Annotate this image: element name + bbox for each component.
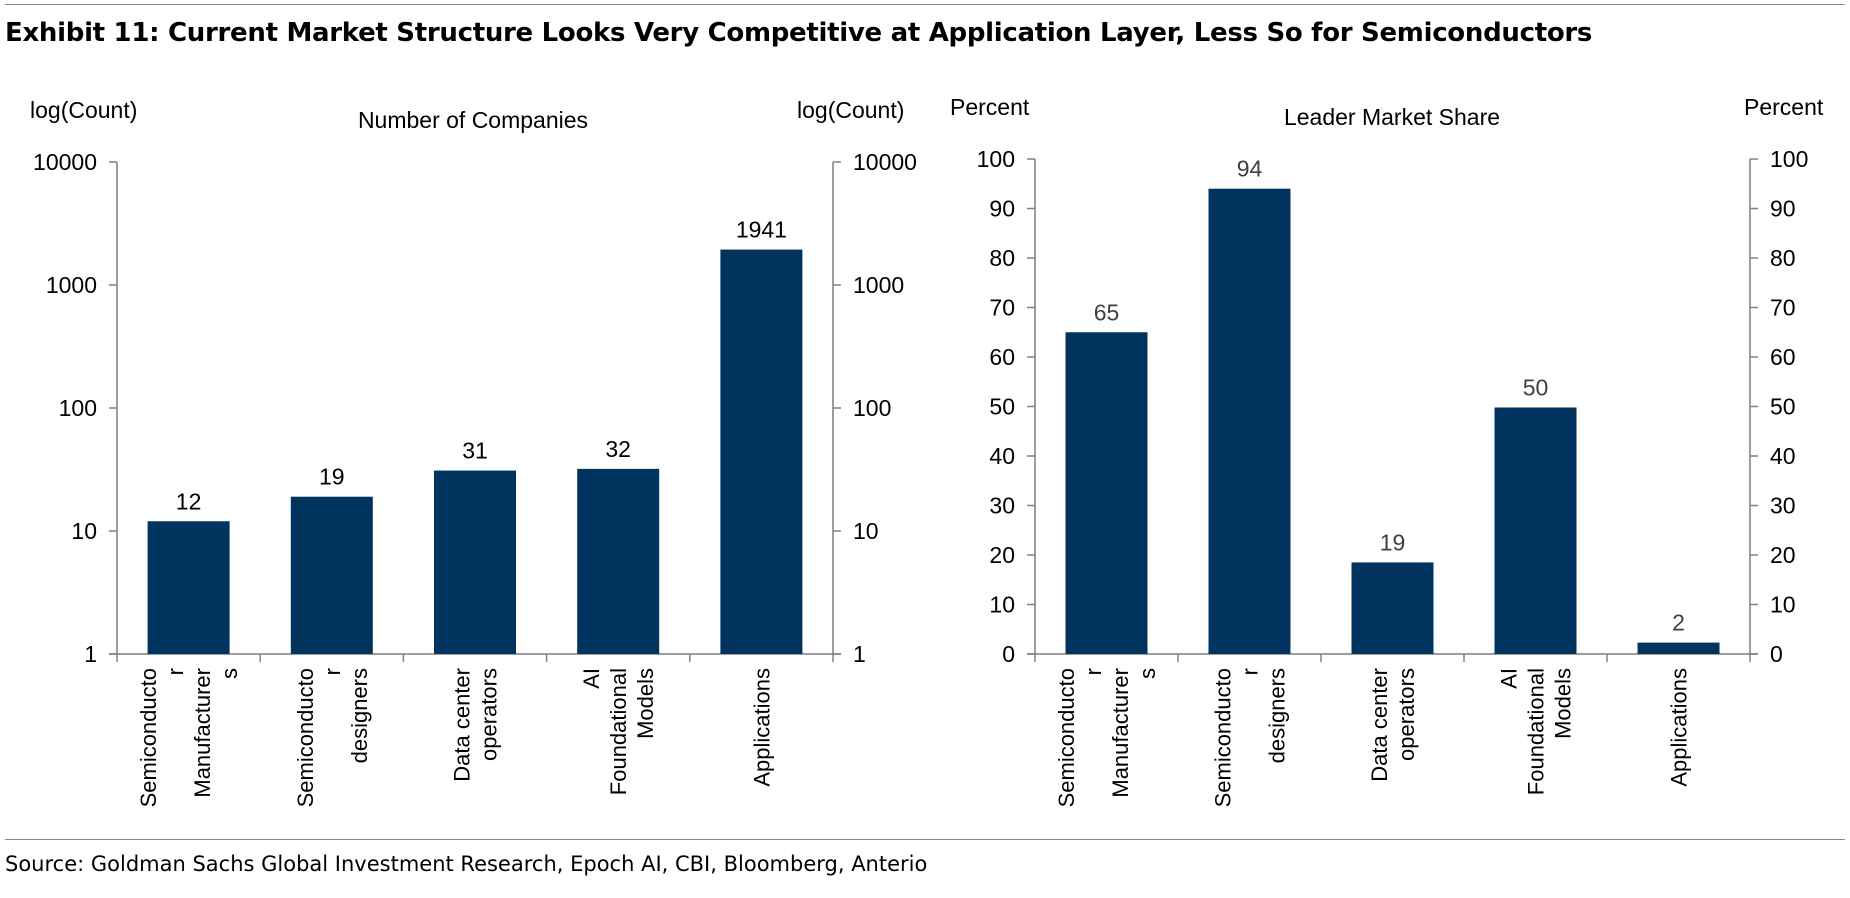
chart-1-y-tick-label-left: 0 [1002,641,1015,667]
chart-0-data-label: 31 [462,438,488,464]
category-label-line: Foundational [606,668,631,795]
chart-1-y-tick-label-right: 70 [1770,295,1796,321]
chart-1-bar [1065,332,1148,654]
chart-1-data-label: 2 [1672,610,1685,636]
chart-0-y-tick-label-left: 10 [71,518,97,544]
chart-1-y-tick-label-left: 90 [989,196,1015,222]
category-label-line: designers [1265,668,1290,763]
category-label-line: Models [1551,668,1576,739]
category-label-line: Semiconducto [293,668,318,807]
chart-0-bar [720,249,803,654]
top-rule [5,4,1845,5]
chart-0-title: Number of Companies [358,107,588,133]
category-label-line: Manufacturer [190,668,215,798]
category-label-line: Models [633,668,658,739]
chart-0-data-label: 19 [319,464,345,490]
chart-1-y-tick-label-right: 50 [1770,394,1796,420]
chart-1-y-tick-label-left: 60 [989,344,1015,370]
chart-0-category-label: Applications [749,668,774,787]
category-label-line: Data center [1367,668,1392,782]
chart-0-category-label: Semiconductordesigners [293,668,372,807]
chart-1-bar [1494,407,1577,654]
chart-0-y-tick-label-left: 10000 [33,149,97,175]
chart-0-y-tick-label-right: 10 [853,518,879,544]
chart-0-category-label: Data centeroperators [450,668,502,782]
category-label-line: r [163,668,188,675]
chart-0-y-axis-title-left: log(Count) [30,97,137,123]
category-label-line: r [1081,668,1106,675]
category-label-line: s [1135,668,1160,679]
chart-1-y-tick-label-left: 50 [989,394,1015,420]
category-label-line: r [1238,668,1263,675]
chart-0-category-label: AIFoundationalModels [579,668,658,795]
chart-1-y-tick-label-right: 80 [1770,245,1796,271]
chart-0-data-label: 1941 [736,217,787,243]
category-label-line: Manufacturer [1108,668,1133,798]
chart-1-y-axis-title-right: Percent [1744,94,1824,120]
chart-0-data-label: 32 [605,436,631,462]
category-label-line: AI [1497,668,1522,689]
chart-0-bar [434,470,516,654]
chart-0-y-tick-label-left: 1000 [46,272,97,298]
chart-1-category-label: SemiconductorManufacturers [1054,668,1160,807]
chart-0-y-tick-label-left: 100 [59,395,97,421]
chart-1-data-label: 65 [1094,299,1120,325]
chart-0-y-axis-title-right: log(Count) [797,97,904,123]
chart-1-category-label: Data centeroperators [1367,668,1419,782]
chart-0-bar [147,521,230,654]
category-label-line: AI [579,668,604,689]
bottom-rule [5,839,1845,840]
chart-1-data-label: 94 [1237,156,1263,182]
chart-1-y-tick-label-left: 70 [989,295,1015,321]
chart-1-y-tick-label-left: 20 [989,542,1015,568]
chart-1-y-tick-label-right: 10 [1770,592,1796,618]
chart-1-bar [1637,642,1720,654]
chart-0-y-tick-label-right: 1000 [853,272,904,298]
chart-1-y-tick-label-right: 20 [1770,542,1796,568]
chart-1-y-tick-label-left: 10 [989,592,1015,618]
category-label-line: Semiconducto [136,668,161,807]
chart-1-y-tick-label-left: 100 [977,146,1015,172]
chart-0-data-label: 12 [176,488,202,514]
chart-1-y-tick-label-right: 90 [1770,196,1796,222]
chart-0-y-tick-label-right: 100 [853,395,891,421]
category-label-line: operators [1394,668,1419,761]
chart-0-y-tick-label-right: 10000 [853,149,917,175]
chart-1-y-tick-label-left: 40 [989,443,1015,469]
chart-0-bar [577,468,660,654]
category-label-line: Semiconducto [1054,668,1079,807]
chart-1-data-label: 19 [1380,529,1406,555]
chart-1-data-label: 50 [1523,374,1549,400]
chart-1-y-tick-label-right: 60 [1770,344,1796,370]
category-label-line: Foundational [1524,668,1549,795]
chart-1-y-tick-label-right: 0 [1770,641,1783,667]
category-label-line: r [320,668,345,675]
category-label-line: Data center [450,668,475,782]
chart-0-category-label: SemiconductorManufacturers [136,668,242,807]
category-label-line: designers [347,668,372,763]
chart-1-category-label: Semiconductordesigners [1211,668,1290,807]
source-note: Source: Goldman Sachs Global Investment … [5,852,928,876]
chart-1-category-label: AIFoundationalModels [1497,668,1576,795]
chart-1-bar [1208,188,1291,654]
chart-1-y-tick-label-right: 30 [1770,493,1796,519]
chart-0-bar [290,496,373,654]
category-label-line: Applications [749,668,774,787]
chart-1-y-tick-label-left: 30 [989,493,1015,519]
chart-1-y-tick-label-right: 100 [1770,146,1808,172]
chart-1-category-label: Applications [1667,668,1692,787]
category-label-line: Applications [1667,668,1692,787]
chart-1-title: Leader Market Share [1284,104,1500,130]
chart-1-y-axis-title-left: Percent [950,94,1030,120]
chart-0-y-tick-label-right: 1 [853,641,866,667]
chart-1-bar [1351,562,1434,654]
category-label-line: operators [477,668,502,761]
chart-0-y-tick-label-left: 1 [84,641,97,667]
exhibit-title: Exhibit 11: Current Market Structure Loo… [5,18,1593,48]
chart-1-y-tick-label-left: 80 [989,245,1015,271]
chart-1-y-tick-label-right: 40 [1770,443,1796,469]
category-label-line: s [217,668,242,679]
category-label-line: Semiconducto [1211,668,1236,807]
